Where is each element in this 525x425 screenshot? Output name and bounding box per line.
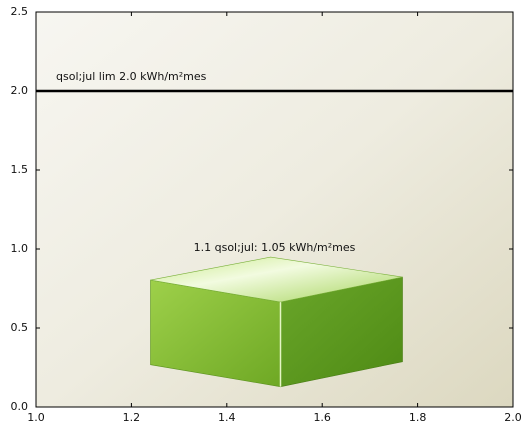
x-tick-label: 1.8 [409,411,427,424]
y-tick-label: 1.5 [11,163,29,176]
y-tick-label: 2.5 [11,5,29,18]
y-tick-label: 2.0 [11,84,29,97]
x-tick-label: 1.0 [27,411,45,424]
y-tick-label: 1.0 [11,242,29,255]
x-tick-label: 1.4 [218,411,236,424]
y-tick-label: 0.0 [11,400,29,413]
x-tick-label: 1.2 [123,411,141,424]
value-label: 1.1 qsol;jul: 1.05 kWh/m²mes [194,241,356,254]
x-tick-label: 1.6 [313,411,331,424]
x-tick-label: 2.0 [504,411,522,424]
reference-label: qsol;jul lim 2.0 kWh/m²mes [56,70,207,83]
bar-3d [150,256,403,388]
y-tick-label: 0.5 [11,321,29,334]
